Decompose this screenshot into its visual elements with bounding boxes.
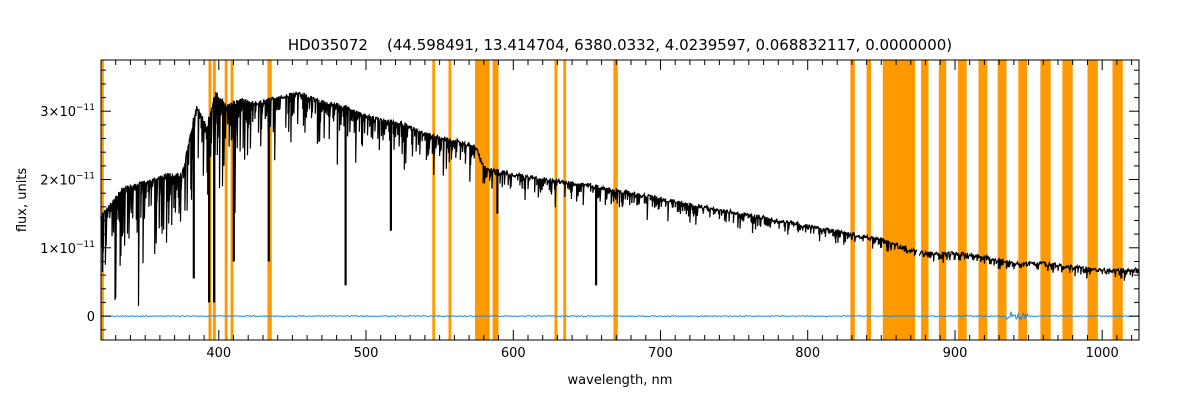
masked-region [101, 60, 104, 340]
x-tick-label: 1000 [1086, 346, 1119, 361]
y-axis-label: flux, units [15, 168, 30, 233]
flux-series [100, 91, 1140, 306]
masked-region [1112, 60, 1123, 340]
masked-region [921, 60, 929, 340]
x-axis-label: wavelength, nm [568, 373, 673, 388]
error-line [100, 311, 1139, 321]
chart-title: HD035072 (44.598491, 13.414704, 6380.033… [288, 36, 952, 54]
masked-region [1018, 60, 1028, 340]
masked-region [492, 60, 499, 340]
masked-regions [101, 60, 1123, 340]
masked-region [1040, 60, 1051, 340]
masked-region [224, 60, 228, 340]
x-tick-label: 900 [943, 346, 968, 361]
masked-region [613, 60, 618, 340]
x-tick-label: 600 [501, 346, 526, 361]
x-tick-label: 500 [354, 346, 379, 361]
masked-region [957, 60, 967, 340]
masked-region [882, 60, 916, 340]
x-tick-label: 800 [795, 346, 820, 361]
masked-region [1087, 60, 1098, 340]
masked-region [432, 60, 436, 340]
masked-region [866, 60, 871, 340]
masked-region [978, 60, 988, 340]
error-series [100, 311, 1139, 321]
masked-region [938, 60, 947, 340]
masked-region [475, 60, 490, 340]
flux-line [100, 91, 918, 306]
flux-line [919, 249, 1140, 281]
x-tick-label: 700 [648, 346, 673, 361]
masked-region [563, 60, 567, 340]
masked-region [448, 60, 452, 340]
plot-frame [100, 59, 1140, 341]
x-tick-label: 400 [206, 346, 231, 361]
masked-region [1062, 60, 1073, 340]
masked-region [230, 60, 234, 340]
masked-region [850, 60, 855, 340]
masked-region [997, 60, 1007, 340]
axis-ticks: 400 500 600 700 800 900 100001×10−112×10−113×1… [40, 60, 1139, 361]
y-tick-label: 0 [87, 310, 95, 325]
